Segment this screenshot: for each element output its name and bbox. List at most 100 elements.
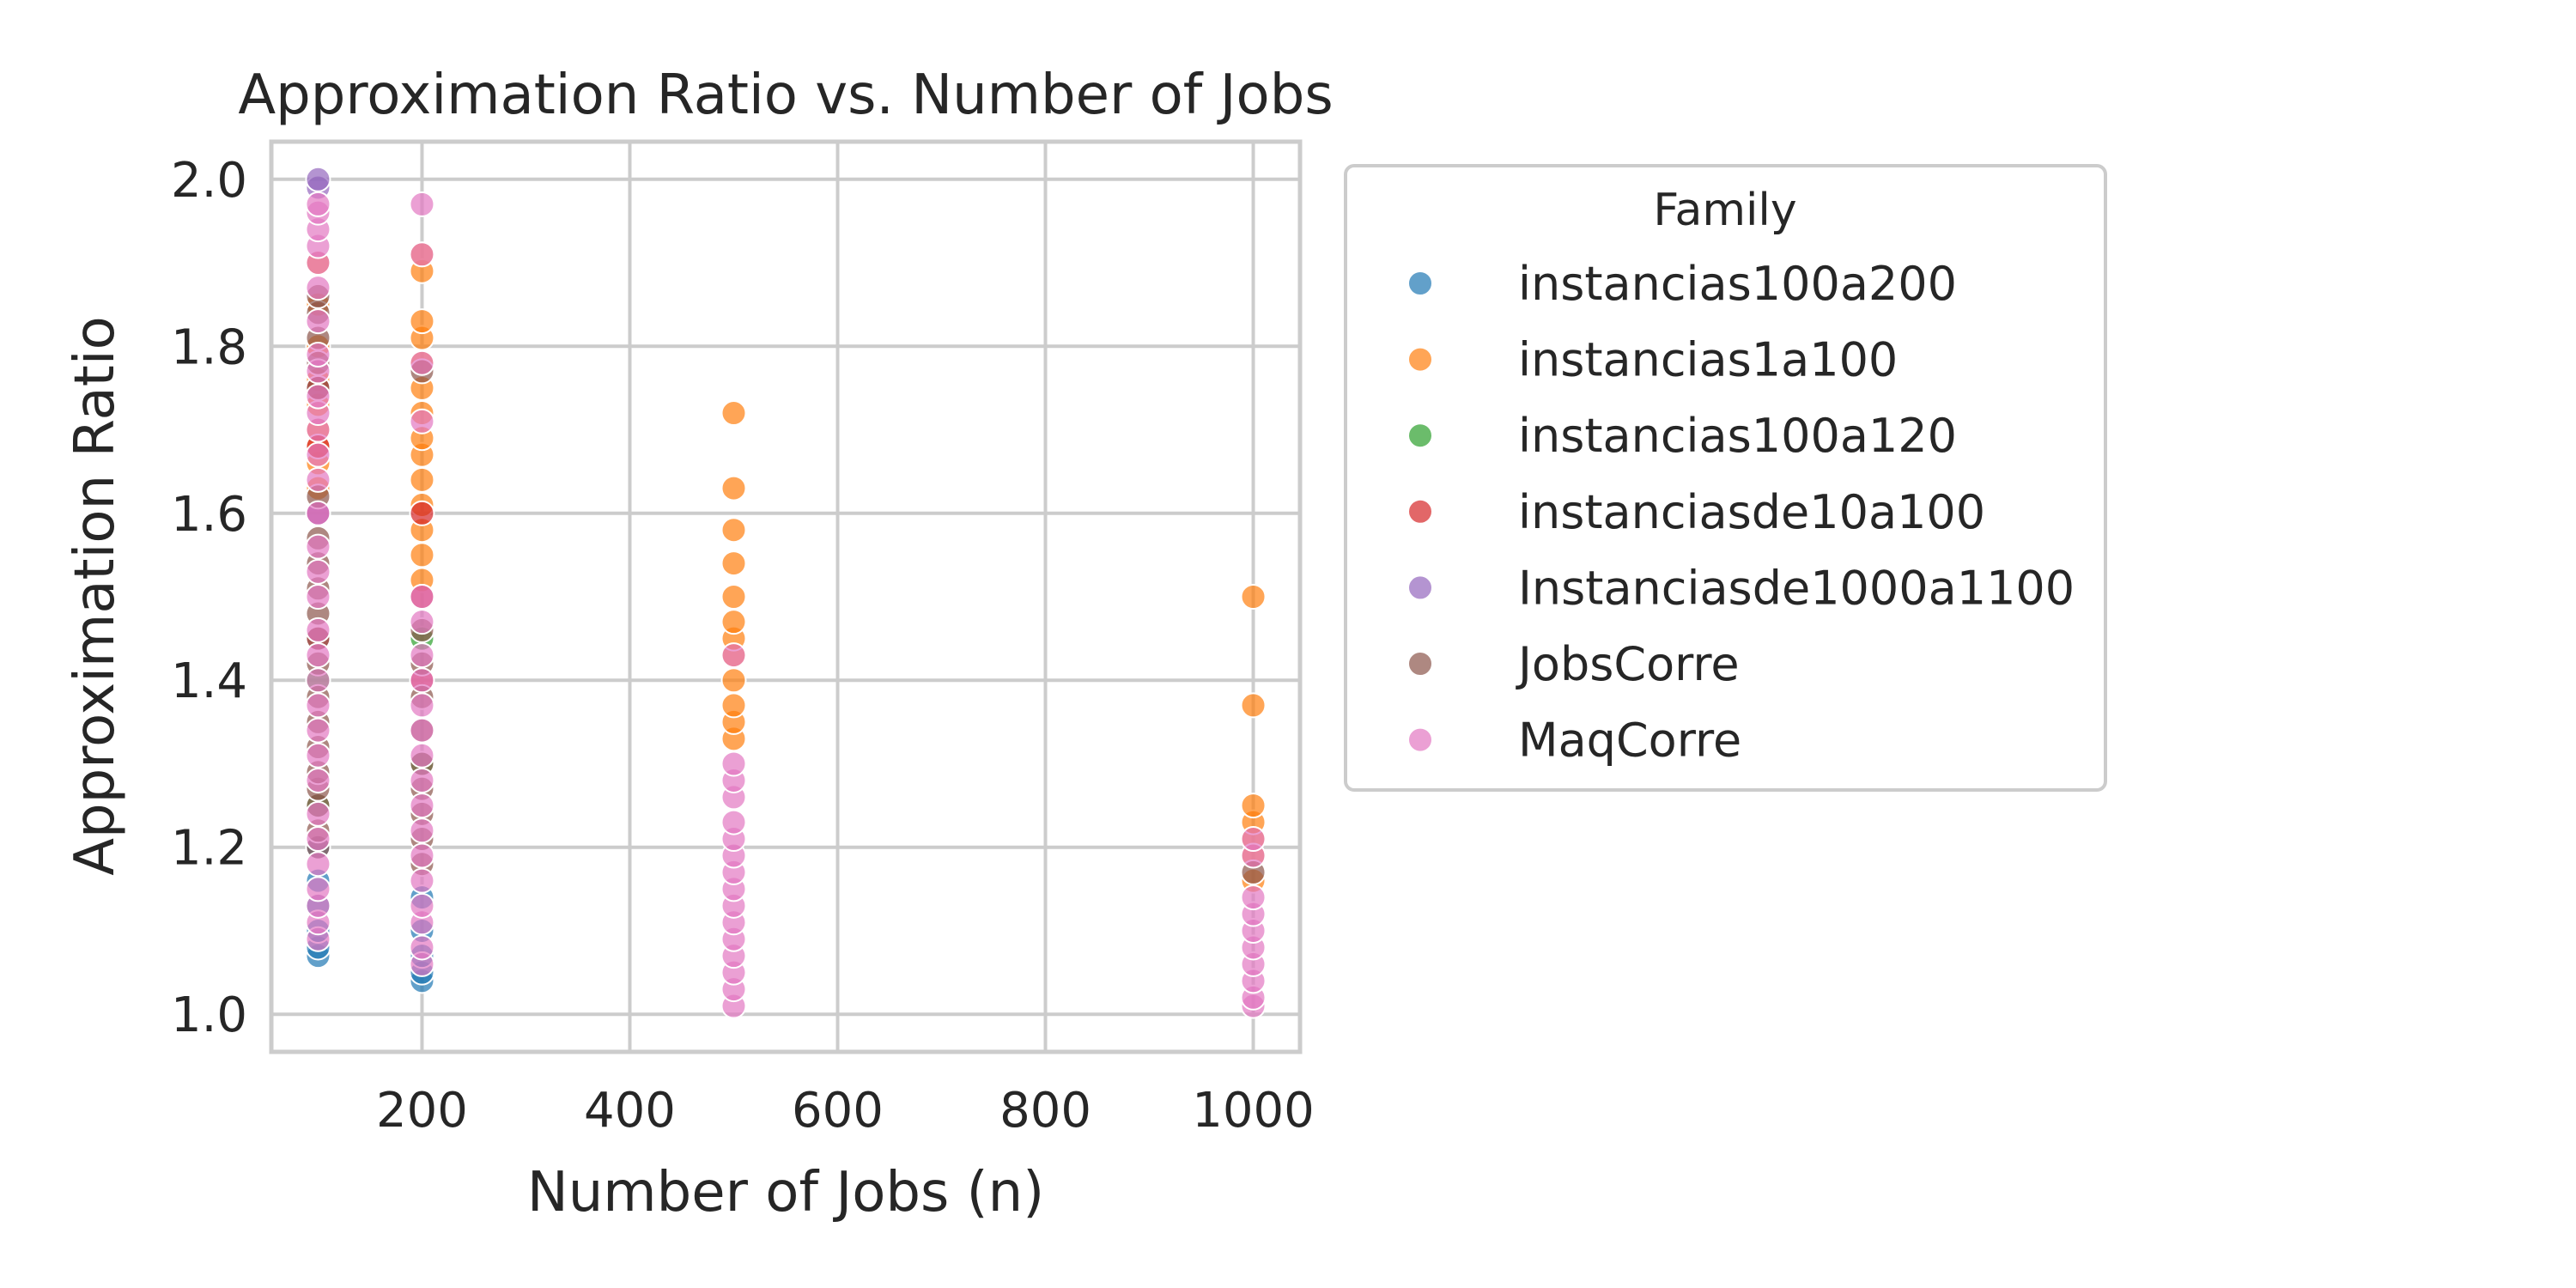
data-point (305, 617, 331, 643)
x-axis-ticks: 200 400 600 800 1000 (376, 1083, 1315, 1139)
data-point (409, 934, 435, 961)
legend-label: instancias100a120 (1518, 409, 1957, 463)
data-point (305, 800, 331, 827)
data-point (409, 742, 435, 769)
data-point (305, 584, 331, 610)
data-point (409, 408, 435, 434)
data-point (305, 533, 331, 560)
legend-item: Instanciasde1000a1100 (1407, 561, 2075, 615)
data-point (409, 692, 435, 719)
data-point (409, 793, 435, 819)
legend-marker (1407, 346, 1433, 373)
data-point (305, 308, 331, 335)
data-point (409, 867, 435, 894)
data-point (409, 584, 435, 610)
data-point (305, 191, 331, 217)
data-point (305, 341, 331, 368)
legend-item: instancias1a100 (1407, 333, 1898, 387)
data-point (409, 667, 435, 694)
legend-title: Family (1653, 185, 1796, 236)
data-point (720, 667, 747, 694)
data-point (409, 466, 435, 493)
data-point (1240, 793, 1267, 819)
data-point (409, 892, 435, 919)
data-point (1240, 692, 1267, 719)
data-point (409, 500, 435, 526)
data-point (409, 767, 435, 793)
y-axis-ticks: 1.0 1.2 1.4 1.6 1.8 2.0 (171, 153, 247, 1043)
data-point (720, 400, 747, 427)
legend-item: instancias100a200 (1407, 257, 1957, 311)
legend-marker (1407, 422, 1433, 449)
data-point (305, 692, 331, 719)
legend-item: MaqCorre (1407, 714, 1741, 768)
data-point (1240, 826, 1267, 853)
data-point (305, 500, 331, 526)
legend-item: instancias100a120 (1407, 409, 1957, 463)
data-point (409, 191, 435, 217)
data-point (305, 275, 331, 301)
data-point (305, 642, 331, 669)
data-point (409, 609, 435, 635)
data-point (409, 349, 435, 376)
x-tick-label: 200 (376, 1083, 468, 1139)
data-point (305, 441, 331, 468)
legend-marker (1407, 498, 1433, 525)
plot-frame (269, 139, 1303, 1054)
data-point (305, 667, 331, 694)
legend: Family instancias100a200instancias1a100i… (1344, 164, 2107, 792)
data-point (720, 642, 747, 669)
data-point (409, 542, 435, 568)
y-tick-label: 1.0 (171, 987, 247, 1043)
x-tick-label: 600 (792, 1083, 884, 1139)
y-tick-label: 1.8 (171, 319, 247, 375)
legend-label: MaqCorre (1518, 714, 1741, 768)
data-point (720, 517, 747, 544)
legend-items: instancias100a200 instancias1a100 instanci… (1407, 257, 2075, 768)
data-point (720, 609, 747, 635)
data-point (305, 767, 331, 793)
legend-item: instanciasde10a100 (1407, 485, 1985, 539)
data-point (409, 642, 435, 669)
data-point (305, 466, 331, 493)
grid-lines (271, 142, 1300, 1052)
data-point (1240, 584, 1267, 610)
data-point (305, 826, 331, 853)
data-point (720, 692, 747, 719)
chart-title: Approximation Ratio vs. Number of Jobs (238, 64, 1333, 127)
data-point (305, 851, 331, 878)
data-points (305, 166, 1267, 1019)
data-point (305, 717, 331, 744)
data-point (1240, 884, 1267, 911)
legend-marker (1407, 270, 1433, 296)
y-axis-label: Approximation Ratio (64, 316, 127, 876)
data-point (720, 475, 747, 501)
data-point (409, 308, 435, 335)
legend-label: instanciasde10a100 (1518, 485, 1985, 539)
series-MaqCorre (305, 191, 1267, 1019)
data-point (305, 742, 331, 769)
legend-marker (1407, 651, 1433, 677)
data-point (409, 241, 435, 268)
data-point (305, 383, 331, 410)
data-point (720, 550, 747, 577)
legend-box (1344, 164, 2107, 792)
data-point (305, 876, 331, 902)
legend-marker (1407, 574, 1433, 601)
legend-label: instancias100a200 (1518, 257, 1957, 311)
x-tick-label: 400 (584, 1083, 676, 1139)
data-point (305, 166, 331, 192)
data-point (409, 817, 435, 844)
data-point (409, 842, 435, 869)
data-point (720, 809, 747, 835)
x-tick-label: 1000 (1192, 1083, 1315, 1139)
legend-item: JobsCorre (1407, 637, 1740, 691)
x-axis-label: Number of Jobs (n) (527, 1161, 1044, 1224)
y-tick-label: 2.0 (171, 153, 247, 209)
x-tick-label: 800 (999, 1083, 1091, 1139)
data-point (720, 750, 747, 777)
legend-marker (1407, 726, 1433, 753)
legend-label: JobsCorre (1516, 637, 1740, 691)
y-tick-label: 1.2 (171, 821, 247, 877)
